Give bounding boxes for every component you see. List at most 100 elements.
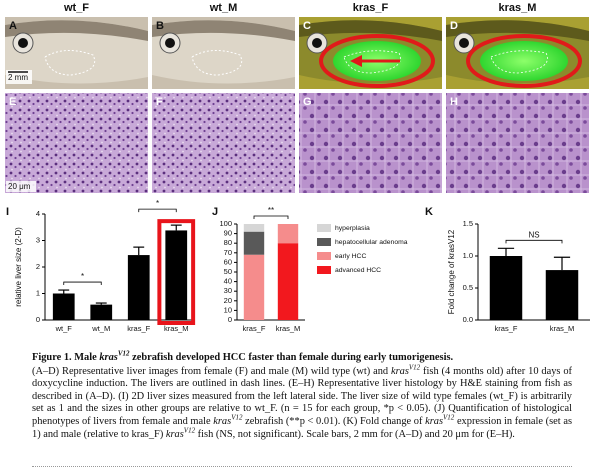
panel-letter: F (156, 96, 163, 108)
scale-bar-bg (6, 70, 32, 84)
significance-bracket (253, 215, 289, 219)
scale-bar-label: 20 μm (8, 182, 31, 191)
caption-body: (A–D) Representative liver images from f… (32, 363, 572, 442)
caption-text: V12 (231, 413, 243, 422)
fish-back (446, 20, 589, 41)
liver-highlight (466, 34, 582, 88)
y-tick-label: 1.0 (463, 251, 473, 260)
liver-outline (191, 50, 243, 76)
panel-letter: C (303, 20, 311, 32)
bar (489, 256, 523, 320)
panel-letter: D (450, 20, 458, 32)
y-tick-label: 100 (219, 219, 232, 228)
fish-pupil (165, 38, 175, 48)
caption-title: Figure 1. Male krasV12 zebrafish develop… (32, 350, 572, 365)
histology (446, 93, 589, 193)
fish-body (152, 20, 295, 84)
y-tick-label: 40 (224, 277, 232, 286)
legend-label: early HCC (335, 253, 366, 260)
panel-letter: G (303, 96, 312, 108)
y-tick-label: 3 (36, 235, 40, 244)
caption-text: (A–D) Representative liver images from f… (32, 365, 391, 377)
photo-title: wt_M (209, 2, 238, 14)
caption-text: fish (4 months old) after 10 days of dox… (32, 365, 572, 427)
y-tick-label: 0.5 (463, 283, 473, 292)
x-tick-label: wt_M (91, 324, 110, 333)
fish-body (5, 20, 148, 84)
x-tick-label: kras_M (164, 324, 189, 333)
liver-fluorescence (480, 41, 568, 81)
legend-label: hyperplasia (335, 225, 370, 232)
significance-bracket (505, 239, 563, 244)
fish-pupil (312, 38, 322, 48)
liver-highlight (319, 34, 435, 88)
significance-label: NS (528, 230, 539, 239)
y-tick-label: 80 (224, 238, 232, 247)
bar (545, 270, 579, 320)
y-tick-label: 10 (224, 305, 232, 314)
caption-text: kras (213, 415, 232, 427)
panel-letter: B (156, 20, 164, 32)
caption-text: kras (99, 352, 118, 363)
x-tick-label: kras_M (550, 324, 575, 333)
panel-letter: E (9, 96, 16, 108)
bar-segment (277, 224, 299, 244)
bar-segment (243, 231, 265, 255)
caption-text: kras (165, 428, 184, 440)
significance-bracket (63, 281, 102, 286)
caption-text: Figure 1. Male (32, 352, 100, 363)
y-tick-label: 90 (224, 229, 232, 238)
legend-label: advanced HCC (335, 267, 381, 274)
caption-text: V12 (183, 426, 196, 435)
y-tick-label: 20 (224, 296, 232, 305)
x-tick-label: kras_F (495, 324, 518, 333)
panel-letter: K (425, 206, 433, 218)
caption: Figure 1. Male krasV12 zebrafish develop… (32, 350, 572, 442)
panel-letter: I (6, 206, 9, 218)
y-tick-label: 50 (224, 267, 232, 276)
divider (32, 466, 572, 467)
significance-label: * (81, 272, 84, 281)
x-tick-label: kras_M (276, 324, 301, 333)
caption-text: V12 (443, 413, 455, 422)
significance-label: ** (268, 206, 274, 215)
fish-back (152, 20, 295, 41)
panel-letter: J (212, 206, 218, 218)
y-tick-label: 30 (224, 286, 232, 295)
panel-letter: A (9, 20, 17, 32)
x-tick-label: kras_F (243, 324, 266, 333)
caption-text: fish (NS, not significant). Scale bars, … (195, 428, 515, 440)
legend-swatch (317, 252, 331, 260)
bar (165, 230, 188, 320)
bar-segment (277, 243, 299, 320)
caption-text: kras (425, 415, 444, 427)
y-tick-label: 0 (36, 315, 40, 324)
panel-letter: H (450, 96, 458, 108)
caption-text: V12 (408, 363, 421, 372)
scale-bar-bg (6, 181, 36, 192)
caption-text: zebrafish developed HCC faster than fema… (129, 352, 454, 363)
x-tick-label: kras_F (127, 324, 150, 333)
caption-text: kras (390, 365, 409, 377)
fish-pupil (459, 38, 469, 48)
photo-title: wt_F (63, 2, 89, 14)
fish-back (5, 20, 148, 41)
fish-back (299, 20, 442, 41)
y-tick-label: 0 (228, 315, 232, 324)
y-tick-label: 1 (36, 288, 40, 297)
fish-pupil (18, 38, 28, 48)
histology (5, 93, 148, 193)
significance-label: * (156, 199, 159, 208)
photo-title: kras_F (353, 2, 389, 14)
bar (127, 255, 150, 320)
y-tick-label: 0.0 (463, 315, 473, 324)
y-tick-label: 1.5 (463, 219, 473, 228)
photo-title: kras_M (499, 2, 537, 14)
significance-bracket (138, 208, 177, 213)
y-axis-label: Fold change of krasV12 (447, 229, 456, 314)
bar (52, 293, 75, 320)
bar (90, 304, 113, 320)
x-tick-label: wt_F (55, 324, 73, 333)
